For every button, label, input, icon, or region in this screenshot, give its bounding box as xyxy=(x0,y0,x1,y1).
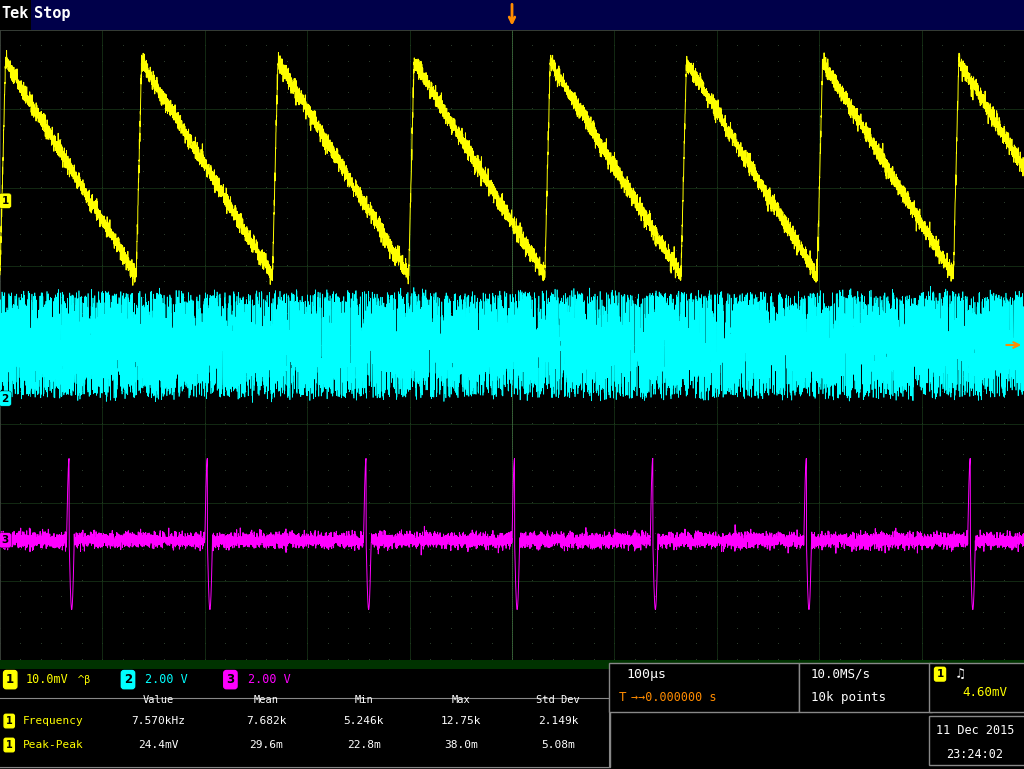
Text: 2: 2 xyxy=(1,394,9,404)
Text: 2.00 V: 2.00 V xyxy=(145,673,188,686)
FancyBboxPatch shape xyxy=(0,697,609,767)
Text: 11 Dec 2015: 11 Dec 2015 xyxy=(936,724,1014,737)
Text: 2.149k: 2.149k xyxy=(538,716,579,726)
Text: ^β: ^β xyxy=(77,674,91,684)
Text: Max: Max xyxy=(452,695,470,705)
Text: Min: Min xyxy=(354,695,373,705)
Text: 7.682k: 7.682k xyxy=(246,716,287,726)
Text: 1: 1 xyxy=(6,673,14,686)
Text: Tek: Tek xyxy=(1,6,29,21)
Text: 1: 1 xyxy=(6,716,12,726)
Text: 3: 3 xyxy=(226,673,234,686)
Text: 4.60mV: 4.60mV xyxy=(963,686,1008,699)
Text: 3: 3 xyxy=(1,535,9,545)
Text: Stop: Stop xyxy=(34,6,71,21)
Text: 7.570kHz: 7.570kHz xyxy=(132,716,185,726)
FancyBboxPatch shape xyxy=(0,664,610,767)
Text: 10k points: 10k points xyxy=(811,691,886,704)
Text: 10.0mV: 10.0mV xyxy=(26,673,69,686)
Text: 1: 1 xyxy=(936,669,944,679)
FancyBboxPatch shape xyxy=(609,663,799,712)
FancyBboxPatch shape xyxy=(929,716,1024,765)
Text: 2.00 V: 2.00 V xyxy=(248,673,291,686)
Text: 100μs: 100μs xyxy=(627,667,667,681)
Text: T: T xyxy=(618,691,626,704)
Text: 12.75k: 12.75k xyxy=(440,716,481,726)
FancyBboxPatch shape xyxy=(929,663,1024,712)
Text: 2: 2 xyxy=(124,673,132,686)
Text: 29.6m: 29.6m xyxy=(250,740,283,750)
Text: →→0.000000 s: →→0.000000 s xyxy=(631,691,716,704)
Text: Mean: Mean xyxy=(254,695,279,705)
Text: 23:24:02: 23:24:02 xyxy=(946,748,1004,761)
Text: Value: Value xyxy=(143,695,174,705)
Text: 5.08m: 5.08m xyxy=(542,740,574,750)
Bar xyxy=(0,660,1024,669)
Text: 1: 1 xyxy=(1,196,9,206)
Text: 22.8m: 22.8m xyxy=(347,740,380,750)
Text: Frequency: Frequency xyxy=(23,716,83,726)
Text: 24.4mV: 24.4mV xyxy=(138,740,179,750)
Text: 38.0m: 38.0m xyxy=(444,740,477,750)
Text: Std Dev: Std Dev xyxy=(537,695,580,705)
Text: Peak-Peak: Peak-Peak xyxy=(23,740,83,750)
Text: 5.246k: 5.246k xyxy=(343,716,384,726)
FancyBboxPatch shape xyxy=(799,663,932,712)
Text: 10.0MS/s: 10.0MS/s xyxy=(811,667,871,681)
Text: 1: 1 xyxy=(6,740,12,750)
Text: ♫: ♫ xyxy=(954,667,966,681)
